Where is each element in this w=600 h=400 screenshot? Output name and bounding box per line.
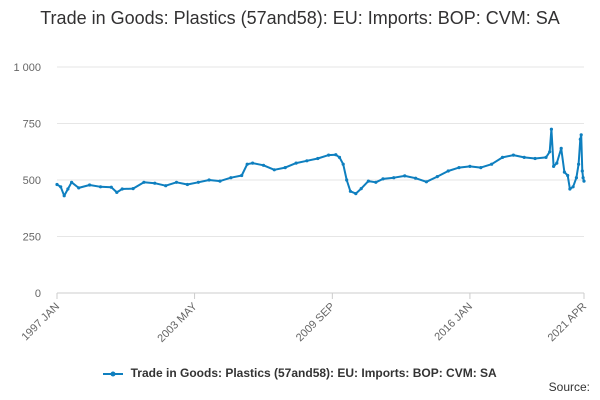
data-point[interactable] <box>577 162 581 166</box>
series-layer <box>55 127 586 198</box>
data-point[interactable] <box>571 185 575 189</box>
data-point[interactable] <box>549 127 554 131</box>
data-point[interactable] <box>261 163 266 167</box>
data-point[interactable] <box>218 179 222 183</box>
data-point[interactable] <box>522 155 526 159</box>
data-point[interactable] <box>88 183 92 187</box>
data-point[interactable] <box>424 180 428 184</box>
data-point[interactable] <box>354 192 358 196</box>
data-point[interactable] <box>511 153 515 157</box>
x-tick-label: 2016 JAN <box>432 301 475 344</box>
data-point[interactable] <box>142 180 146 184</box>
y-axis: 0 250 500 750 1 000 <box>13 62 41 300</box>
grid-layer <box>57 66 584 294</box>
data-point[interactable] <box>568 187 572 191</box>
data-point[interactable] <box>582 179 586 183</box>
data-point[interactable] <box>316 156 320 161</box>
data-point[interactable] <box>70 180 74 184</box>
y-tick-label: 750 <box>23 119 41 131</box>
data-point[interactable] <box>164 184 168 188</box>
data-point[interactable] <box>120 187 124 191</box>
data-point[interactable] <box>580 169 584 173</box>
source-label: Source: <box>548 380 590 394</box>
data-point[interactable] <box>374 180 378 184</box>
data-point[interactable] <box>240 173 244 178</box>
y-tick-label: 1 000 <box>13 62 41 74</box>
legend-label: Trade in Goods: Plastics (57and58): EU: … <box>130 366 497 380</box>
data-point[interactable] <box>366 179 370 183</box>
data-point[interactable] <box>559 146 563 150</box>
data-point[interactable] <box>414 176 418 180</box>
data-point[interactable] <box>345 178 349 182</box>
data-point[interactable] <box>457 166 461 170</box>
data-point[interactable] <box>555 161 559 165</box>
data-point[interactable] <box>468 164 472 168</box>
data-point[interactable] <box>435 175 439 179</box>
data-point[interactable] <box>341 162 345 166</box>
y-tick-label: 0 <box>35 288 41 300</box>
x-axis: 1997 JAN 2003 MAY 2009 SEP 2016 JAN 2021 APR <box>19 292 590 345</box>
data-point[interactable] <box>131 187 135 191</box>
data-point[interactable] <box>544 155 548 159</box>
y-tick-label: 250 <box>23 232 41 244</box>
data-point[interactable] <box>334 153 338 157</box>
data-point[interactable] <box>174 180 179 184</box>
data-point[interactable] <box>229 176 233 180</box>
data-point[interactable] <box>581 176 585 180</box>
data-point[interactable] <box>479 166 483 170</box>
data-point[interactable] <box>578 137 582 141</box>
chart-title: Trade in Goods: Plastics (57and58): EU: … <box>40 8 560 28</box>
data-point[interactable] <box>533 156 537 161</box>
legend-marker <box>103 371 124 377</box>
data-point[interactable] <box>98 185 103 189</box>
data-point[interactable] <box>251 161 255 165</box>
data-point[interactable] <box>245 162 249 166</box>
data-point[interactable] <box>327 153 331 157</box>
data-point[interactable] <box>348 189 352 193</box>
x-tick-label: 2009 SEP <box>294 301 338 345</box>
data-point[interactable] <box>109 185 113 189</box>
data-point[interactable] <box>272 168 276 172</box>
data-point[interactable] <box>62 194 66 198</box>
data-point[interactable] <box>566 173 570 178</box>
data-point[interactable] <box>196 180 200 184</box>
data-point[interactable] <box>552 164 556 168</box>
data-point[interactable] <box>185 182 189 187</box>
data-point[interactable] <box>305 159 309 163</box>
x-tick-label: 1997 JAN <box>19 301 62 344</box>
data-point[interactable] <box>500 155 505 159</box>
data-point[interactable] <box>562 170 567 174</box>
data-point[interactable] <box>283 166 287 170</box>
data-point[interactable] <box>392 176 396 180</box>
data-point[interactable] <box>59 185 63 189</box>
data-point[interactable] <box>77 186 81 190</box>
x-tick-label: 2021 APR <box>546 301 590 345</box>
data-point[interactable] <box>403 174 407 178</box>
y-tick-label: 500 <box>23 175 41 187</box>
data-point[interactable] <box>337 155 342 159</box>
data-point[interactable] <box>446 169 450 173</box>
data-point[interactable] <box>207 178 211 182</box>
x-tick-label: 2003 MAY <box>155 300 200 345</box>
data-point[interactable] <box>574 176 579 180</box>
data-point[interactable] <box>359 187 363 191</box>
data-point[interactable] <box>294 161 298 165</box>
data-point[interactable] <box>381 177 385 181</box>
data-point[interactable] <box>579 133 583 137</box>
data-point[interactable] <box>490 162 494 166</box>
series-line[interactable] <box>56 128 585 197</box>
data-point[interactable] <box>153 181 157 185</box>
legend[interactable]: Trade in Goods: Plastics (57and58): EU: … <box>0 366 600 380</box>
data-point[interactable] <box>548 150 552 154</box>
data-point[interactable] <box>66 187 70 191</box>
data-point[interactable] <box>115 190 119 194</box>
data-point[interactable] <box>55 182 59 187</box>
